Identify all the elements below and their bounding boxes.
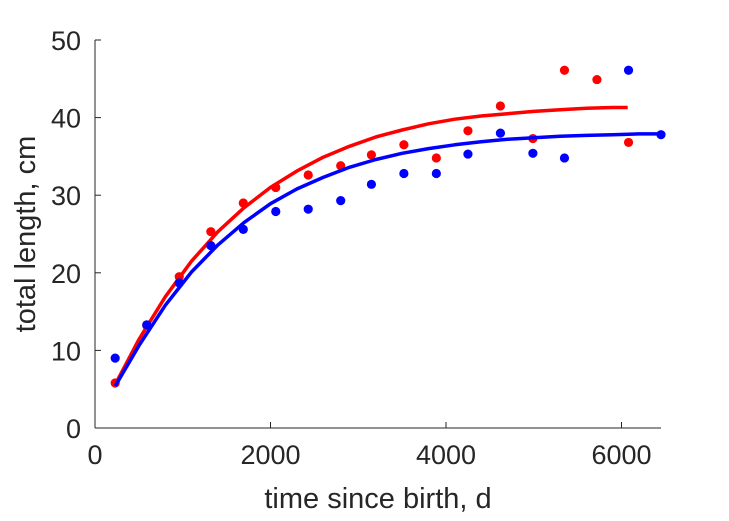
y-axis-label: total length, cm (10, 136, 42, 333)
data-point (431, 153, 441, 163)
data-point (623, 65, 634, 75)
plot-area (110, 65, 666, 388)
data-point (336, 196, 346, 206)
data-point (399, 140, 409, 150)
data-point (366, 179, 377, 189)
x-tick-label: 4000 (416, 440, 476, 470)
data-point (238, 198, 248, 208)
data-point (431, 168, 441, 179)
data-point (142, 320, 152, 330)
y-tick-label: 10 (51, 336, 81, 366)
data-point (592, 74, 602, 85)
data-point (399, 168, 409, 179)
y-tick-label: 0 (66, 414, 81, 444)
y-tick-label: 40 (51, 104, 81, 134)
fit-curve (113, 132, 661, 387)
data-point (559, 153, 570, 163)
data-point (656, 130, 666, 140)
data-point (463, 126, 473, 136)
y-ticks: 0 10 20 30 40 50 (51, 26, 101, 444)
data-point (528, 148, 538, 158)
data-point (174, 278, 184, 288)
data-point (623, 137, 634, 148)
data-point (559, 65, 570, 75)
y-tick-label: 30 (51, 181, 81, 211)
data-point (206, 227, 216, 237)
data-point (206, 241, 216, 251)
data-point (303, 170, 313, 180)
data-point (271, 206, 281, 217)
y-tick-label: 20 (51, 259, 81, 289)
data-point (303, 204, 313, 214)
y-tick-label: 50 (51, 26, 81, 56)
data-point (463, 149, 473, 159)
series-1 (110, 65, 666, 387)
data-point (238, 224, 248, 234)
x-ticks: 0 2000 4000 6000 (87, 422, 652, 470)
data-point (366, 150, 377, 160)
series-0 (110, 65, 634, 388)
data-point (495, 101, 506, 111)
x-tick-label: 6000 (591, 440, 651, 470)
axes: 0 2000 4000 6000 0 10 20 30 40 50 (51, 26, 661, 470)
x-axis-label: time since birth, d (264, 483, 491, 515)
data-point (495, 128, 506, 138)
x-tick-label: 2000 (240, 440, 300, 470)
fit-curve (113, 105, 628, 386)
x-tick-label: 0 (87, 440, 102, 470)
data-point (271, 182, 281, 193)
data-point (110, 353, 120, 363)
